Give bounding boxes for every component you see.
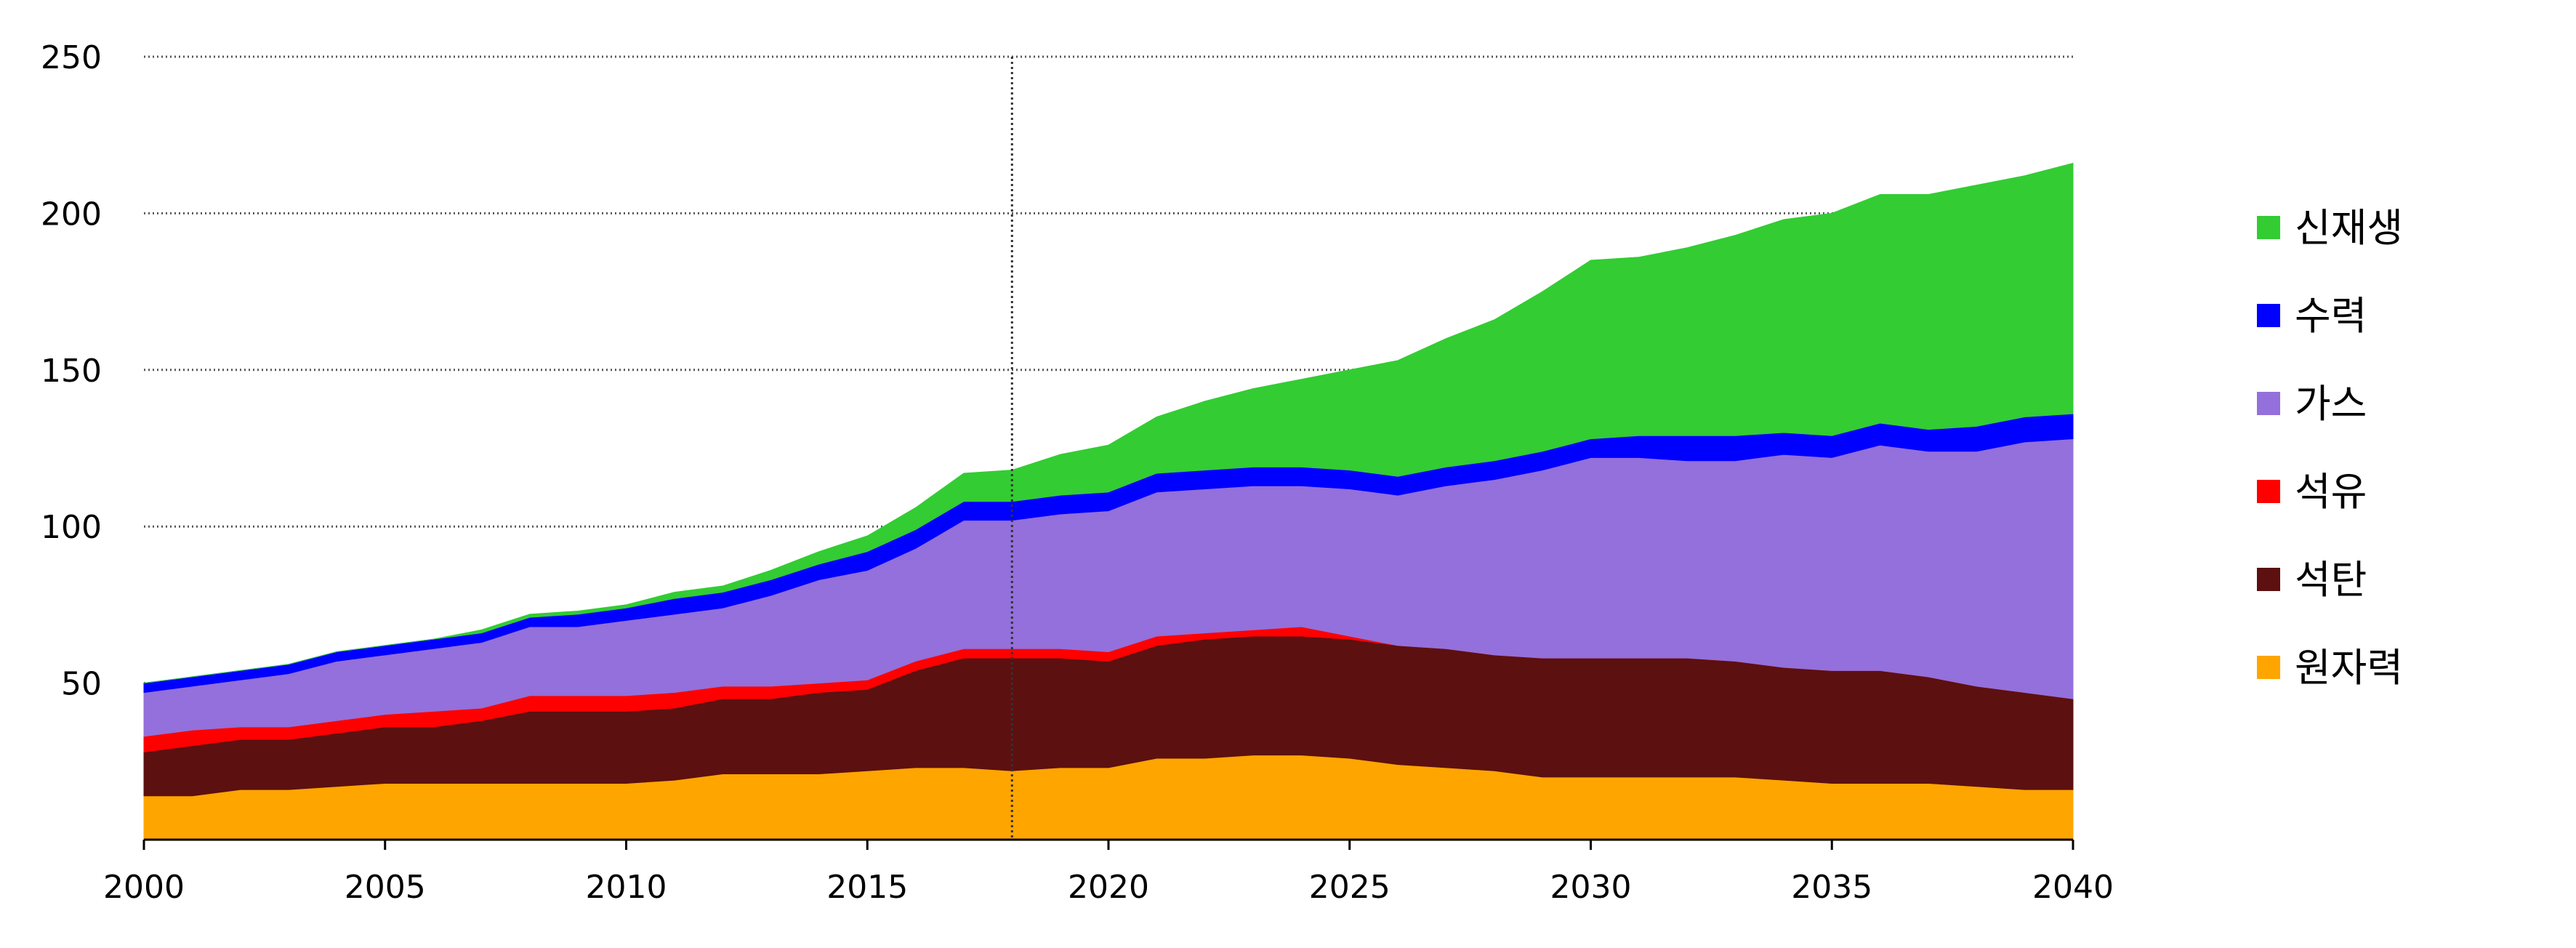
x-tick-label: 2030	[1550, 869, 1632, 906]
x-tick-label: 2000	[103, 869, 185, 906]
legend-label: 가스	[2295, 381, 2367, 427]
x-tick-label: 2015	[826, 869, 908, 906]
y-tick-label: 50	[61, 666, 102, 703]
x-tick-label: 2040	[2032, 869, 2114, 906]
x-tick-label: 2035	[1791, 869, 1872, 906]
x-tick-label: 2025	[1309, 869, 1390, 906]
x-tick-label: 2010	[586, 869, 667, 906]
legend-swatch-4	[2257, 392, 2280, 415]
legend-swatch-1	[2257, 656, 2280, 679]
legend-swatch-5	[2257, 304, 2280, 327]
legend-label: 신재생	[2295, 205, 2403, 251]
axes: 2000 2005 2010 2015 2020 2025 2030 2035 2040 50 10…	[41, 39, 2114, 906]
y-tick-label: 250	[41, 39, 102, 76]
y-tick-label: 100	[41, 509, 102, 546]
legend-swatch-6	[2257, 216, 2280, 239]
legend-label: 원자력	[2295, 645, 2403, 691]
area-series-6	[143, 162, 2074, 684]
x-tick-label: 2005	[345, 869, 426, 906]
y-tick-label: 200	[41, 196, 102, 233]
legend-label: 수력	[2295, 293, 2367, 339]
legend-label: 석탄	[2295, 557, 2367, 603]
legend-swatch-3	[2257, 480, 2280, 503]
area-series-layer	[143, 162, 2074, 840]
x-tick-label: 2020	[1068, 869, 1149, 906]
y-tick-label: 150	[41, 353, 102, 390]
legend-label: 석유	[2295, 469, 2367, 515]
legend-swatch-2	[2257, 568, 2280, 591]
